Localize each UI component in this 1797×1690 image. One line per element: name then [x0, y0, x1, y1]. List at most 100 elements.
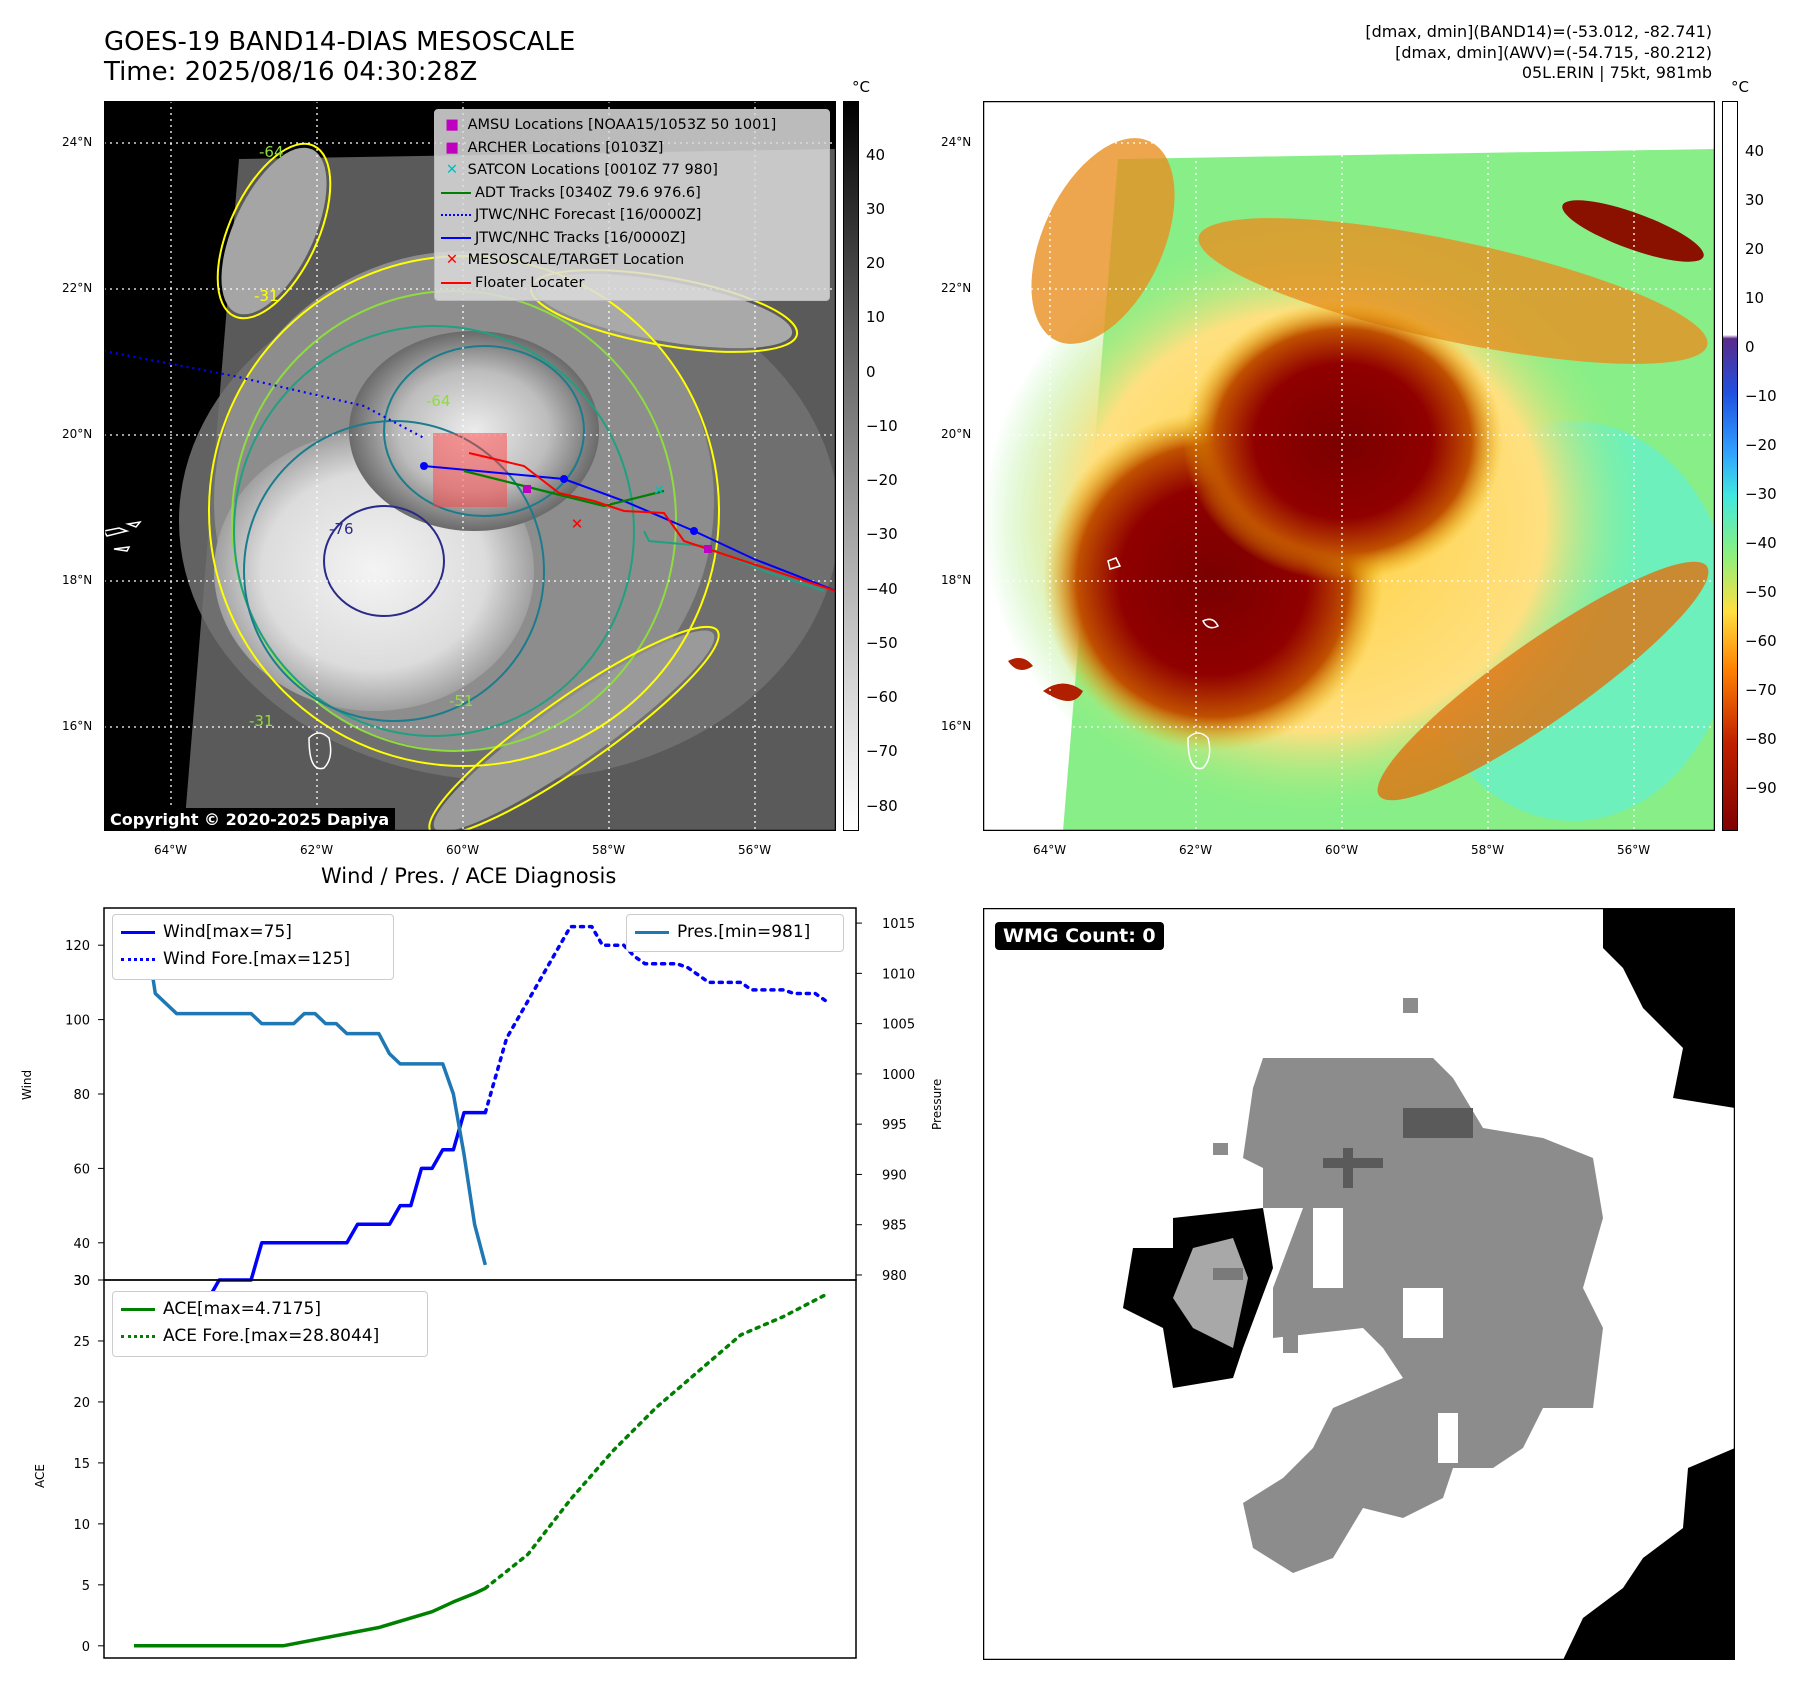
chart-time: Time: 2025/08/16 04:30:28Z: [104, 57, 478, 87]
lon-label: 62°W: [300, 843, 334, 857]
contour-label: -64: [426, 392, 451, 410]
wmg-panel: WMG Count: 0: [982, 907, 1736, 1661]
ace-ytick-label: 5: [82, 1579, 90, 1594]
lat-label: 24°N: [941, 135, 972, 149]
awv-island-outline: [1107, 557, 1220, 770]
stat-band14: [dmax, dmin](BAND14)=(-53.012, -82.741): [1365, 22, 1712, 41]
wind-ytick-label: 80: [73, 1088, 90, 1103]
awv-graticule: [983, 101, 1715, 831]
wind-ytick-label: 100: [65, 1014, 90, 1029]
colorbar-tick: −60: [866, 688, 898, 706]
lon-label: 64°W: [1033, 843, 1067, 857]
contour-navy: [323, 505, 445, 617]
pressure-ylabel: Pressure: [930, 1078, 944, 1130]
colorbar-tick: −50: [1745, 583, 1777, 601]
cloud-band-se: [433, 630, 715, 832]
colorbar-tick: −20: [866, 471, 898, 489]
colorbar-tick: −70: [866, 742, 898, 760]
ace-panel-frame: [103, 1279, 857, 1659]
colorbar-tick: −30: [1745, 485, 1777, 503]
colorbar-tick: −80: [1745, 730, 1777, 748]
contour-label: -64: [259, 143, 284, 161]
lat-label: 22°N: [941, 281, 972, 295]
series-line-ace-fore-: [483, 1292, 828, 1591]
cloud-core-north: [349, 331, 599, 531]
ace-ytick-label: 20: [73, 1396, 90, 1411]
wind-legend: Wind[max=75] Wind Fore.[max=125]: [112, 914, 394, 980]
lat-label: 20°N: [941, 427, 972, 441]
legend-wind-fore: Wind Fore.[max=125]: [121, 946, 385, 973]
colorbar-tick: −90: [1745, 779, 1777, 797]
wmg-map: [982, 907, 1736, 1661]
colorbar-tick: −80: [866, 797, 898, 815]
jtwc-track-point: [690, 527, 698, 535]
series-line-pres-: [134, 921, 488, 1266]
colorbar-tick: −30: [866, 525, 898, 543]
colorbar-tick: 10: [1745, 289, 1765, 307]
colorbar-tick: 0: [866, 363, 876, 381]
copyright-label: Copyright © 2020-2025 Dapiya: [104, 808, 396, 831]
map-frame: [103, 100, 837, 832]
awv-colorbar-unit: °C: [1731, 78, 1749, 96]
colorbar-tick: 0: [1745, 338, 1755, 356]
lon-label: 62°W: [1179, 843, 1213, 857]
floater-locator-track: [468, 452, 837, 592]
colorbar-tick: 20: [866, 254, 886, 272]
awv-core-north: [1183, 301, 1503, 581]
diagnosis-title: Wind / Pres. / ACE Diagnosis: [321, 864, 617, 888]
amsu-location-marker: [704, 545, 712, 553]
stat-awv: [dmax, dmin](AWV)=(-54.715, -80.212): [1395, 43, 1712, 62]
colorbar-tick: 30: [1745, 191, 1765, 209]
colorbar-tick: −20: [1745, 436, 1777, 454]
pressure-ytick-label: 990: [882, 1168, 907, 1183]
legend-ace: ACE[max=4.7175]: [121, 1296, 419, 1323]
colorbar-tick: −10: [866, 417, 898, 435]
ace-ytick-label: 10: [73, 1518, 90, 1533]
lon-label: 60°W: [446, 843, 480, 857]
ace-ytick-label: 0: [82, 1640, 90, 1655]
awv-map: [982, 100, 1733, 832]
band14-map-panel: -64 -76 -31 -51 -31 -64: [102, 100, 839, 837]
lat-label: 20°N: [62, 427, 93, 441]
legend-item-floater: Floater Locater: [441, 272, 823, 295]
legend-item-tracks: JTWC/NHC Tracks [16/0000Z]: [441, 227, 823, 250]
diagnosis-charts: 4060801001209809859909951000100510101015…: [65, 907, 915, 1659]
wind-ytick-label: 30: [73, 1274, 90, 1289]
contour-label: -31: [254, 287, 279, 305]
pressure-ytick-label: 1010: [882, 967, 915, 982]
adt-track: [463, 469, 665, 508]
wmg-count-badge: WMG Count: 0: [995, 922, 1164, 950]
archer-location-marker: [523, 485, 531, 493]
jtwc-track-point: [560, 475, 568, 483]
storm-info: 05L.ERIN | 75kt, 981mb: [1521, 63, 1712, 82]
pressure-ytick-label: 1000: [882, 1068, 915, 1083]
wind-ytick-label: 120: [65, 939, 90, 954]
pressure-legend: Pres.[min=981]: [626, 914, 844, 952]
ace-ytick-label: 30: [73, 1274, 90, 1289]
colorbar-tick: −40: [866, 580, 898, 598]
legend-item-satcon: ✕ SATCON Locations [0010Z 77 980]: [445, 162, 718, 178]
lat-label: 18°N: [941, 573, 972, 587]
pressure-ytick-label: 1005: [882, 1018, 915, 1033]
legend-ace-fore: ACE Fore.[max=28.8044]: [121, 1323, 419, 1350]
lon-label: 58°W: [592, 843, 626, 857]
lat-label: 16°N: [62, 719, 93, 733]
ace-ytick-label: 15: [73, 1457, 90, 1472]
colorbar-tick: −60: [1745, 632, 1777, 650]
pressure-ytick-label: 985: [882, 1219, 907, 1234]
colorbar-tick: −70: [1745, 681, 1777, 699]
cloud-band-nw: [221, 147, 327, 315]
lon-label: 56°W: [1617, 843, 1651, 857]
pressure-ytick-label: 1015: [882, 917, 915, 932]
colorbar-tick: 40: [866, 146, 886, 164]
wind-ylabel: Wind: [20, 1069, 34, 1100]
contour-teal-north: [383, 345, 585, 517]
colorbar-tick: 10: [866, 308, 886, 326]
legend-wind: Wind[max=75]: [121, 919, 385, 946]
wind-ytick-label: 60: [73, 1162, 90, 1177]
jtwc-track-point: [420, 462, 428, 470]
ace-ylabel: ACE: [33, 1464, 47, 1488]
legend-item-forecast: JTWC/NHC Forecast [16/0000Z]: [441, 204, 823, 227]
legend-item-adt: ADT Tracks [0340Z 79.6 976.6]: [441, 182, 823, 205]
map-legend: ■ AMSU Locations [NOAA15/1053Z 50 1001] …: [434, 109, 830, 301]
